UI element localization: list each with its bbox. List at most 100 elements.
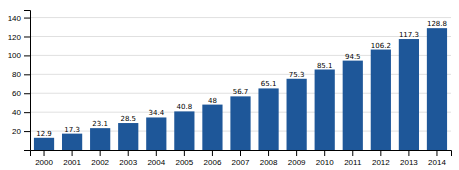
x-tick-mark: [352, 150, 353, 156]
y-tick-mark: [24, 36, 30, 37]
data-label: 128.8: [427, 20, 447, 28]
data-label: 75.3: [289, 71, 305, 79]
x-tick-label: 2002: [91, 158, 109, 167]
x-tick: 2002: [91, 150, 109, 167]
y-tick-mark: [24, 18, 30, 19]
x-tick-label: 2000: [35, 158, 53, 167]
x-tick: 2009: [288, 150, 306, 167]
y-tick: 60: [12, 89, 30, 98]
x-tick: 2007: [232, 150, 250, 167]
x-tick: 2011: [344, 150, 362, 167]
x-tick-mark: [212, 150, 213, 156]
data-label: 56.7: [233, 88, 249, 96]
x-axis: 2000 2001 2002 2003 2004 2005 2006 2007 2008 2009…: [31, 150, 452, 167]
data-label: 117.3: [399, 31, 419, 39]
y-tick: 100: [8, 51, 30, 60]
y-tick-mark: [24, 55, 30, 56]
y-tick-label: 40: [12, 108, 21, 117]
y-axis-line: [24, 11, 31, 151]
grid-line: [30, 17, 451, 18]
bar: [371, 50, 391, 150]
x-tick-mark: [380, 150, 381, 156]
y-tick-label: 140: [8, 14, 22, 23]
x-tick-label: 2012: [372, 158, 390, 167]
x-tick: 2014: [428, 150, 446, 167]
data-label: 40.8: [177, 103, 193, 111]
bar: [230, 96, 250, 150]
x-tick-label: 2014: [428, 158, 446, 167]
data-label: 65.1: [261, 80, 277, 88]
x-tick: 2013: [400, 150, 418, 167]
y-tick-mark: [24, 131, 30, 132]
y-tick: 40: [12, 108, 30, 117]
y-tick-mark: [24, 112, 30, 113]
bar: [315, 70, 335, 151]
x-tick: 2001: [63, 150, 81, 167]
data-label: 28.5: [120, 115, 136, 123]
x-tick: 2006: [204, 150, 222, 167]
x-tick-mark: [408, 150, 409, 156]
x-tick-label: 2010: [316, 158, 334, 167]
chart: 2040608010012014020002001200220032004200…: [0, 0, 459, 170]
bar: [399, 39, 419, 150]
y-tick: 140: [8, 14, 30, 23]
x-tick-label: 2001: [63, 158, 81, 167]
y-tick-label: 20: [12, 127, 21, 136]
x-tick-mark: [128, 150, 129, 156]
y-tick-label: 80: [12, 70, 21, 79]
x-tick: 2003: [119, 150, 137, 167]
y-axis: 20 40 60 80 100 120 140: [8, 11, 31, 151]
bar: [202, 105, 222, 150]
x-tick: 2000: [35, 150, 53, 167]
x-tick-mark: [184, 150, 185, 156]
x-tick-mark: [156, 150, 157, 156]
x-tick-mark: [268, 150, 269, 156]
bar: [343, 61, 363, 150]
x-tick: 2008: [260, 150, 278, 167]
x-tick-mark: [324, 150, 325, 156]
plot: 2040608010012014020002001200220032004200…: [8, 11, 452, 167]
x-tick-label: 2013: [400, 158, 418, 167]
bar: [258, 88, 278, 150]
y-tick-mark: [24, 93, 30, 94]
data-label: 34.4: [149, 109, 165, 117]
x-tick-mark: [100, 150, 101, 156]
x-tick-label: 2008: [260, 158, 278, 167]
bar: [174, 111, 194, 150]
x-tick-label: 2004: [147, 158, 165, 167]
bars: [34, 28, 447, 150]
bar: [90, 128, 110, 150]
x-tick-label: 2003: [119, 158, 137, 167]
data-label: 85.1: [317, 62, 333, 70]
x-tick-mark: [44, 150, 45, 156]
data-label: 12.9: [36, 130, 52, 138]
x-tick: 2010: [316, 150, 334, 167]
x-tick-mark: [436, 150, 437, 156]
data-label: 106.2: [371, 42, 391, 50]
y-tick-label: 60: [12, 89, 21, 98]
bar: [146, 117, 166, 150]
x-tick-label: 2009: [288, 158, 306, 167]
x-tick-mark: [240, 150, 241, 156]
y-tick-label: 120: [8, 33, 22, 42]
x-tick-label: 2006: [204, 158, 222, 167]
bar: [62, 134, 82, 150]
data-label: 94.5: [345, 53, 361, 61]
bar: [34, 138, 54, 150]
data-label: 48: [208, 97, 217, 105]
y-tick: 80: [12, 70, 30, 79]
y-tick: 20: [12, 127, 30, 136]
data-label: 17.3: [64, 126, 80, 134]
x-tick-label: 2007: [232, 158, 250, 167]
x-tick-mark: [296, 150, 297, 156]
y-tick-label: 100: [8, 51, 22, 60]
x-tick: 2005: [175, 150, 193, 167]
x-tick-mark: [72, 150, 73, 156]
x-axis-line: [31, 151, 452, 157]
x-tick: 2004: [147, 150, 165, 167]
grid-line: [30, 36, 451, 37]
bar: [287, 79, 307, 150]
x-tick-label: 2011: [344, 158, 362, 167]
x-tick-label: 2005: [175, 158, 193, 167]
x-tick: 2012: [372, 150, 390, 167]
